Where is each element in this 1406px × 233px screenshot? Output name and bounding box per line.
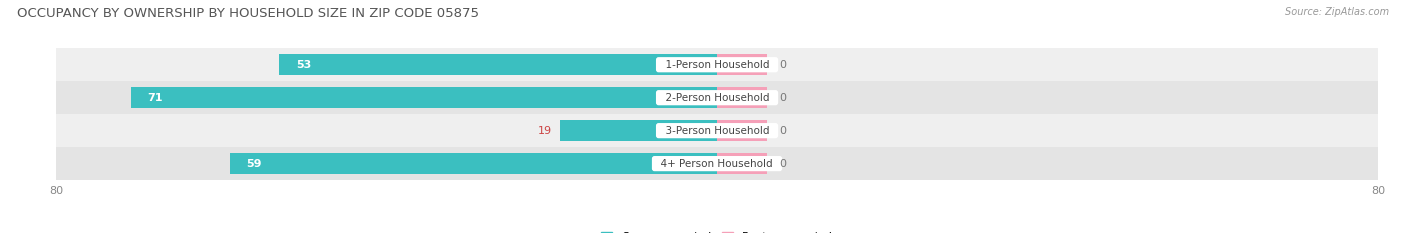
Text: 71: 71: [148, 93, 163, 103]
Bar: [717, 54, 766, 75]
Bar: [56, 81, 1378, 114]
Text: 0: 0: [779, 159, 786, 169]
Bar: [56, 114, 1378, 147]
Text: 0: 0: [779, 126, 786, 136]
Bar: [229, 153, 717, 174]
Text: 0: 0: [779, 93, 786, 103]
Text: 1-Person Household: 1-Person Household: [658, 60, 776, 70]
Bar: [717, 153, 766, 174]
Bar: [131, 87, 717, 108]
Bar: [717, 120, 766, 141]
Text: 19: 19: [537, 126, 551, 136]
Text: 53: 53: [295, 60, 311, 70]
Text: 4+ Person Household: 4+ Person Household: [655, 159, 779, 169]
Bar: [56, 48, 1378, 81]
Text: Source: ZipAtlas.com: Source: ZipAtlas.com: [1285, 7, 1389, 17]
Text: OCCUPANCY BY OWNERSHIP BY HOUSEHOLD SIZE IN ZIP CODE 05875: OCCUPANCY BY OWNERSHIP BY HOUSEHOLD SIZE…: [17, 7, 479, 20]
Text: 0: 0: [779, 60, 786, 70]
Bar: [56, 147, 1378, 180]
Bar: [280, 54, 717, 75]
Text: 3-Person Household: 3-Person Household: [658, 126, 776, 136]
Bar: [717, 87, 766, 108]
Text: 59: 59: [246, 159, 262, 169]
Legend: Owner-occupied, Renter-occupied: Owner-occupied, Renter-occupied: [596, 227, 838, 233]
Bar: [560, 120, 717, 141]
Text: 2-Person Household: 2-Person Household: [658, 93, 776, 103]
